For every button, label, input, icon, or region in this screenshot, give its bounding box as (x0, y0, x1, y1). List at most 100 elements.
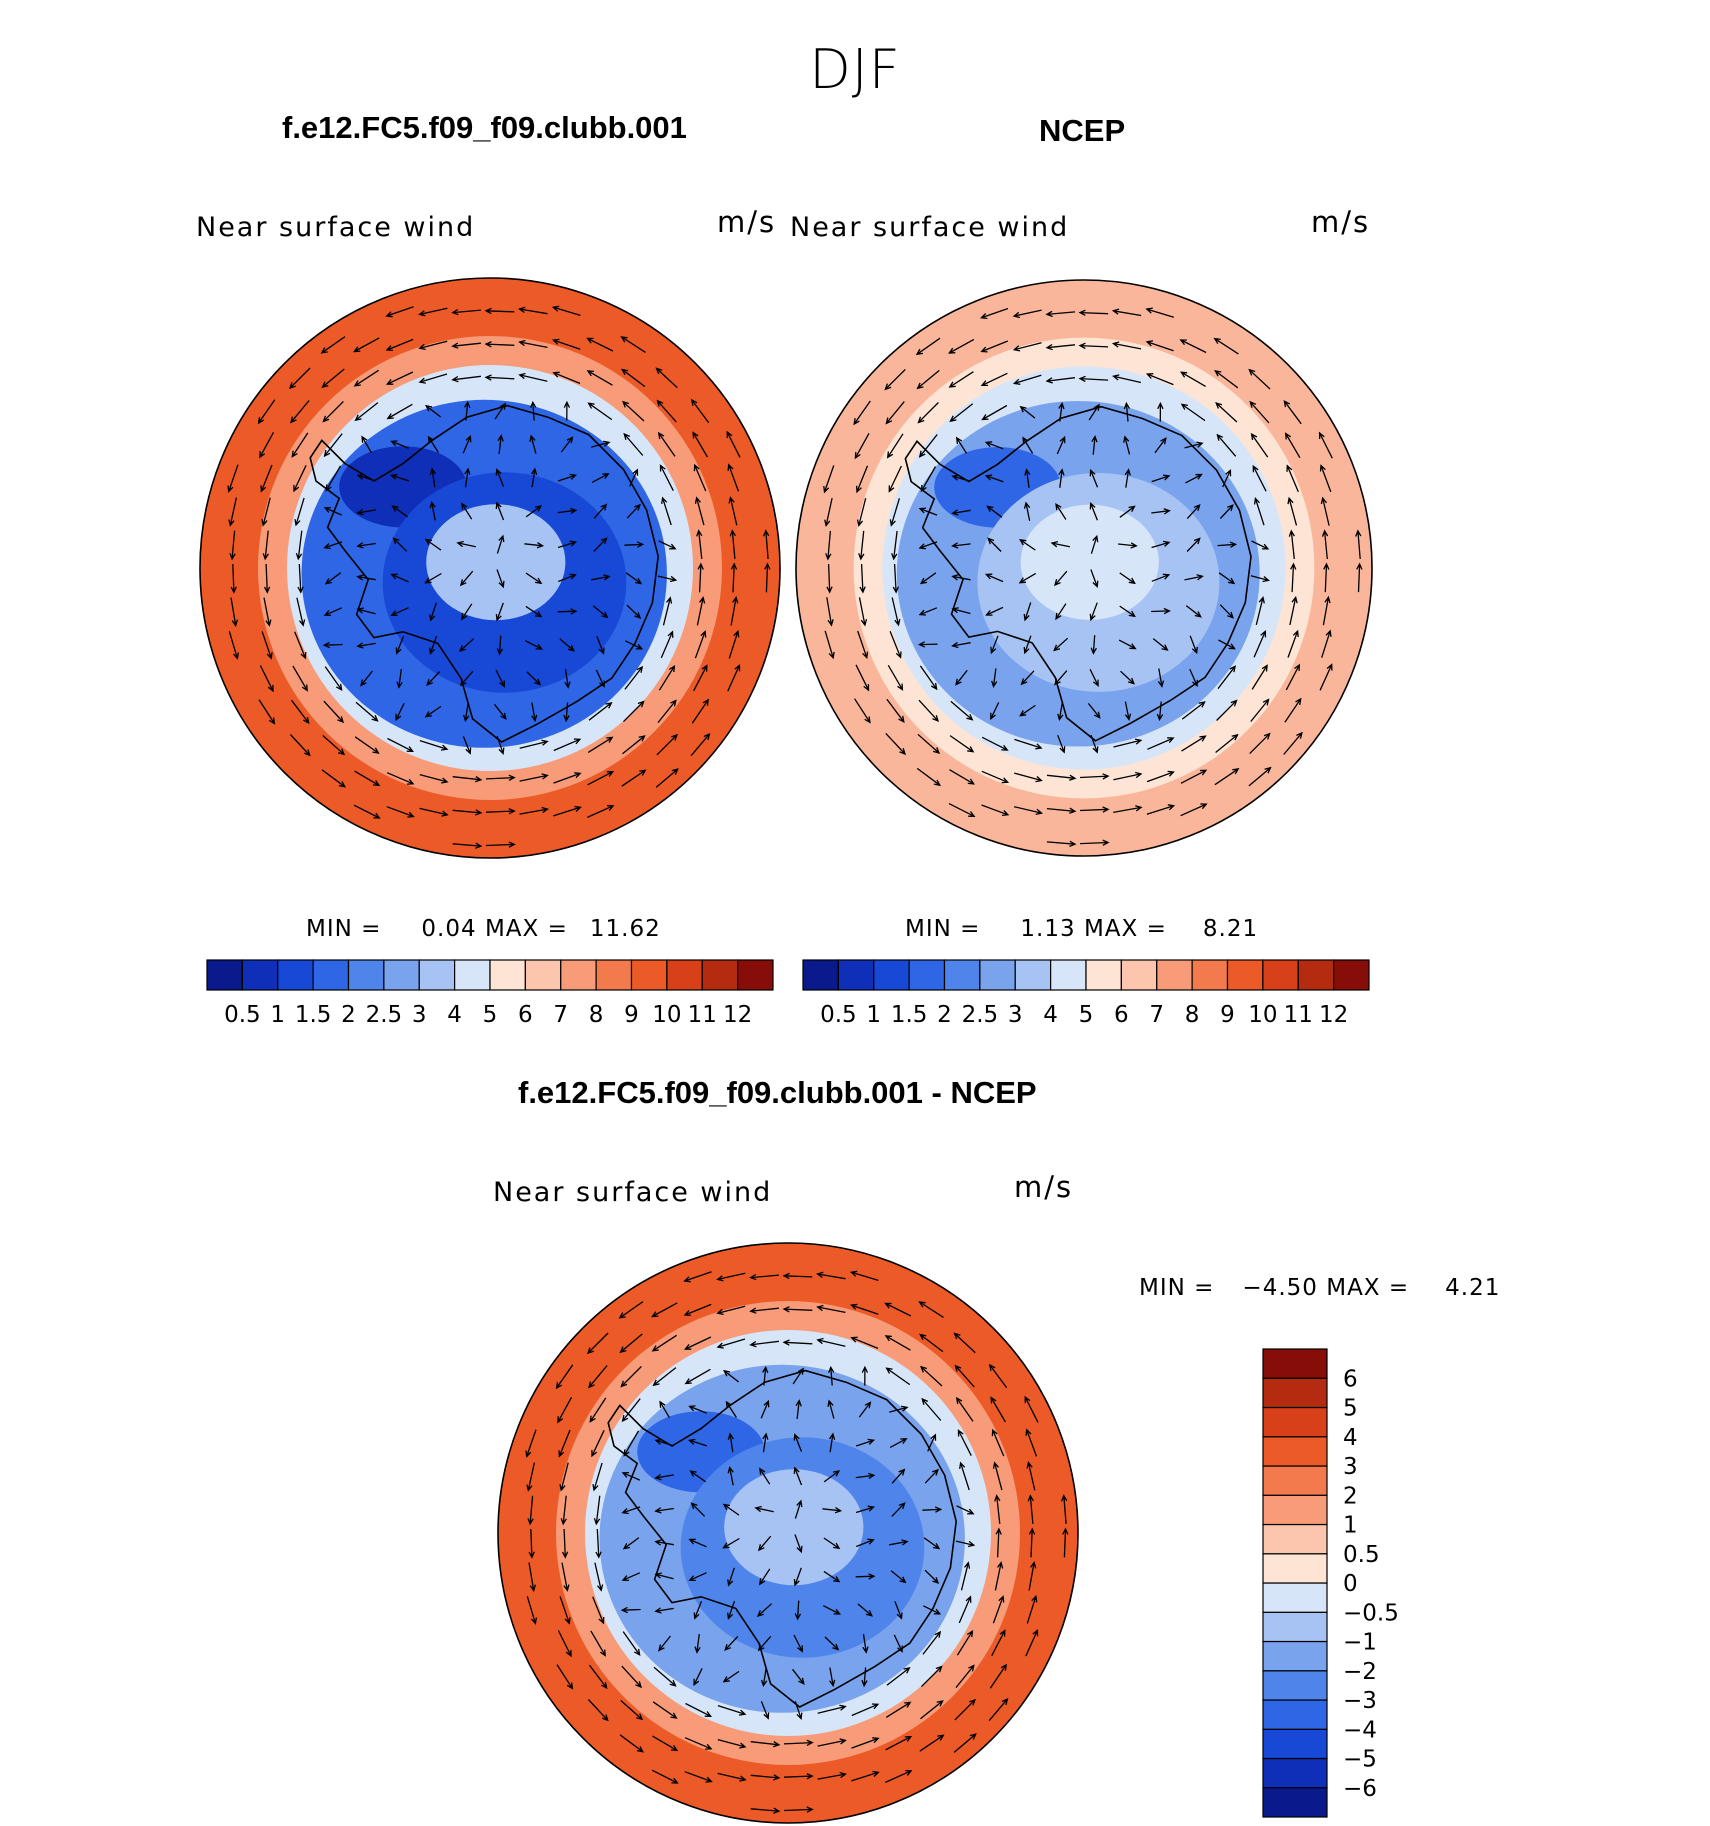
wind-arrow (525, 505, 543, 518)
panel-title-diff: f.e12.FC5.f09_f09.clubb.001 - NCEP (518, 1075, 1037, 1110)
wind-arrow (561, 1562, 570, 1592)
wind-arrow (749, 1307, 779, 1314)
wind-arrow (750, 1807, 781, 1814)
wind-arrow (795, 1399, 802, 1419)
wind-arrow (560, 1495, 567, 1526)
colorbar-swatch (1262, 1757, 1328, 1789)
wind-arrow (557, 608, 578, 615)
wind-arrow (980, 372, 1008, 387)
wind-arrow (683, 1303, 712, 1317)
wind-arrow (1151, 607, 1171, 615)
colorbar-swatch (908, 959, 946, 991)
wind-arrow (620, 336, 646, 353)
wind-arrow (1287, 629, 1299, 658)
wind-arrow (323, 607, 343, 617)
wind-arrow (424, 538, 442, 551)
wind-arrow (984, 474, 1004, 483)
wind-arrow (690, 1502, 706, 1517)
wind-arrow (920, 1700, 944, 1720)
wind-arrow (1026, 1594, 1038, 1624)
wind-arrow (525, 1429, 537, 1458)
wind-arrow (922, 1506, 943, 1513)
colorbar-swatch (1120, 959, 1158, 991)
wind-arrow (496, 534, 505, 554)
wind-arrow (588, 701, 613, 721)
wind-arrow (949, 769, 975, 785)
wind-arrow (459, 670, 474, 687)
wind-arrow (717, 1738, 747, 1749)
wind-arrow (557, 1630, 572, 1658)
wind-arrow (529, 400, 537, 421)
wind-arrow (1189, 668, 1198, 688)
colorbar-tick-label: 11 (1284, 1002, 1313, 1028)
wind-arrow (1286, 464, 1299, 492)
wind-arrow (654, 1507, 674, 1514)
wind-arrow (954, 1364, 975, 1388)
wind-arrow (360, 670, 374, 687)
wind-arrow (259, 665, 274, 693)
wind-arrow (829, 1667, 836, 1688)
wind-arrow (957, 1429, 972, 1456)
wind-arrow (1053, 637, 1069, 652)
wind-arrow (823, 1570, 841, 1583)
wind-arrow (893, 1634, 903, 1653)
wind-arrow (558, 1429, 571, 1458)
wind-arrow (654, 1539, 674, 1546)
wind-arrow (694, 496, 705, 526)
wind-arrow (722, 1670, 740, 1683)
colorbar-tick-label: −1 (1343, 1630, 1377, 1656)
wind-arrow (496, 635, 504, 656)
wind-arrow (690, 732, 711, 757)
wind-arrow (451, 308, 481, 316)
wind-arrow (823, 1605, 842, 1615)
colorbar-tick-label: −5 (1343, 1747, 1377, 1773)
wind-arrow (620, 1365, 642, 1388)
wind-arrow (263, 563, 271, 594)
wind-arrow (629, 468, 639, 487)
colorbar-swatch (837, 959, 875, 991)
wind-arrow (1284, 432, 1301, 459)
wind-arrow (356, 574, 376, 581)
colorbar-tick-label: 9 (624, 1002, 639, 1028)
colorbar-tick-label: 2.5 (962, 1002, 999, 1028)
wind-arrow (620, 368, 646, 388)
wind-arrow (518, 339, 548, 349)
wind-arrow (622, 1631, 641, 1657)
wind-arrow (1054, 670, 1068, 686)
wind-arrow (626, 503, 641, 519)
wind-arrow (1181, 735, 1207, 752)
wind-arrow (1215, 401, 1238, 423)
wind-arrow (951, 641, 971, 649)
wind-arrow (827, 1399, 835, 1419)
wind-arrow (949, 735, 975, 753)
colorbar-swatch (1262, 1728, 1328, 1760)
wind-arrow (356, 542, 376, 549)
wind-arrow (826, 563, 833, 594)
wind-arrow (849, 1303, 879, 1315)
wind-arrow (323, 506, 343, 516)
wind-arrow (592, 1596, 605, 1625)
wind-arrow (657, 431, 676, 457)
wind-arrow (261, 631, 273, 660)
wind-arrow (1113, 738, 1143, 748)
wind-arrow (484, 341, 515, 348)
wind-arrow (1123, 435, 1131, 455)
wind-arrow (917, 641, 938, 648)
wind-arrow (1019, 704, 1036, 717)
wind-arrow (724, 1636, 739, 1652)
max-label: MAX = (1326, 1275, 1410, 1301)
wind-arrow (1089, 669, 1099, 687)
contour-polar (426, 504, 566, 621)
wind-arrow (1355, 529, 1362, 560)
wind-arrow (728, 629, 740, 659)
wind-arrow (551, 338, 581, 350)
wind-arrow (228, 497, 238, 527)
map-fill (200, 278, 780, 858)
min-label: MIN = (306, 916, 382, 942)
wind-arrow (528, 1528, 535, 1559)
wind-arrow (1078, 342, 1109, 350)
wind-arrow (553, 772, 582, 784)
wind-arrow (1123, 401, 1131, 422)
wind-arrow (485, 774, 516, 781)
wind-arrow (683, 1271, 712, 1283)
